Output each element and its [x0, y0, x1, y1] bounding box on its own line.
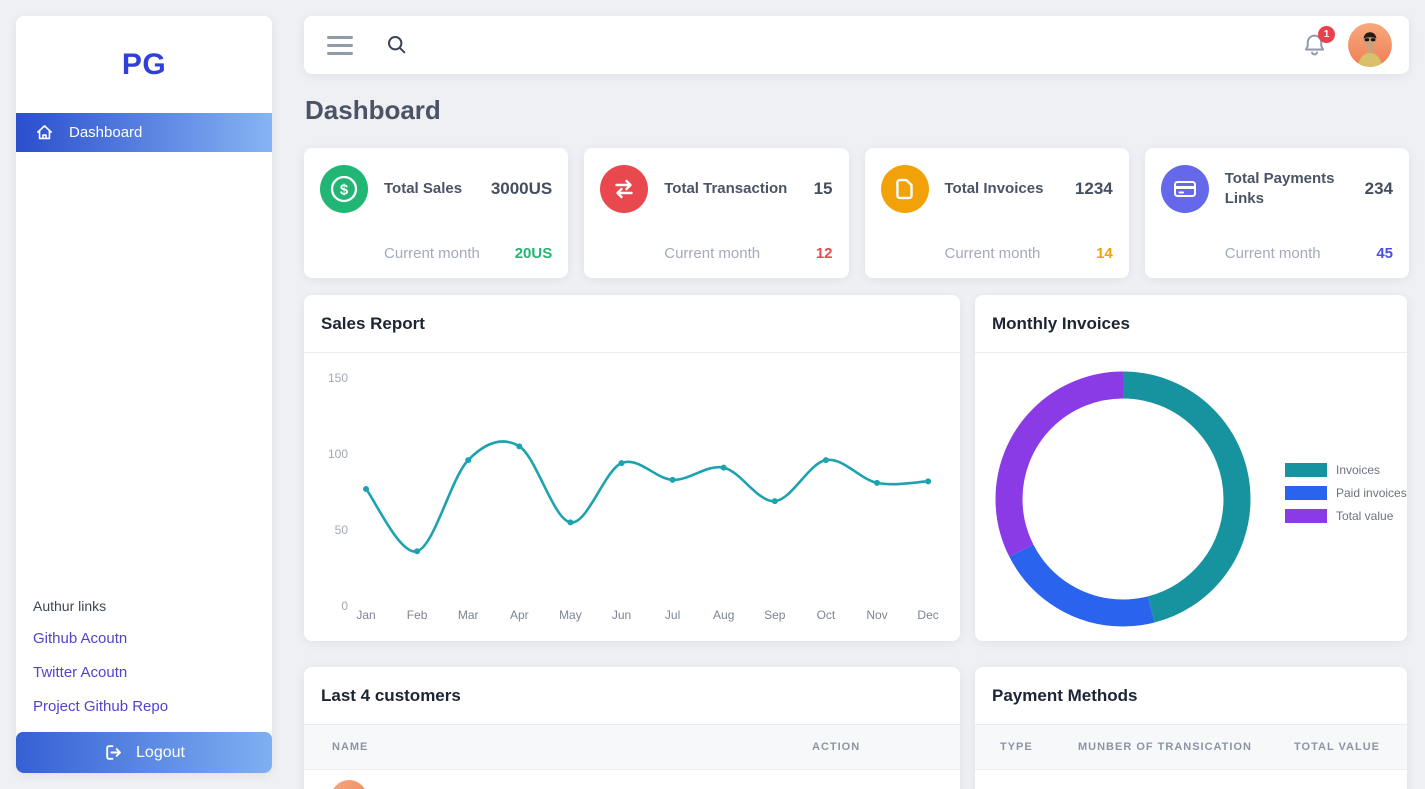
svg-text:Nov: Nov	[866, 608, 887, 622]
notifications-button[interactable]: 1	[1301, 25, 1335, 59]
svg-text:50: 50	[335, 523, 349, 537]
stat-sub-value: 45	[1376, 245, 1393, 262]
stat-sub-label: Current month	[384, 245, 480, 262]
monthly-invoices-title: Monthly Invoices	[975, 295, 1407, 353]
stat-sub-value: 14	[1096, 245, 1113, 262]
legend-label: Invoices	[1336, 463, 1381, 477]
stat-value: 1234	[1074, 179, 1113, 198]
svg-text:May: May	[559, 608, 582, 622]
credit-card-icon	[1160, 165, 1209, 213]
stat-title: Total Payments Links	[1224, 169, 1335, 207]
legend-item-invoices[interactable]: Invoices	[1285, 463, 1407, 477]
twitter-account-link[interactable]: Twitter Acoutn	[33, 664, 128, 681]
app-logo: PG	[121, 47, 167, 81]
topbar-actions: 1	[1301, 23, 1409, 67]
donut-legend: Invoices Paid invoices Total value	[1285, 463, 1407, 523]
svg-text:$: $	[340, 182, 349, 199]
table-row[interactable]: Jane Doe	[304, 770, 960, 789]
legend-item-total-value[interactable]: Total value	[1285, 509, 1407, 523]
legend-swatch	[1285, 509, 1327, 523]
svg-text:Jun: Jun	[612, 608, 631, 622]
sales-report-panel: Sales Report 0 50 100 150 Jan Feb Mar Apr May Jun…	[304, 295, 960, 641]
stat-card-total-transaction: Total Transaction 15 Current month 12	[584, 148, 849, 278]
svg-text:Aug: Aug	[713, 608, 734, 622]
github-account-link[interactable]: Github Acoutn	[33, 630, 128, 647]
search-icon[interactable]	[386, 34, 408, 56]
svg-text:0: 0	[341, 599, 348, 613]
stat-card-total-invoices: Total Invoices 1234 Current month 14	[864, 148, 1129, 278]
stat-sub-label: Current month	[664, 245, 761, 262]
sidebar-item-dashboard[interactable]: Dashboard	[16, 113, 272, 152]
payment-methods-panel: Payment Methods TYPE MUNBER OF TRANSICAT…	[975, 667, 1407, 789]
sales-line-chart: 0 50 100 150 Jan Feb Mar Apr May Jun Jul Aug Sep Oct N…	[328, 371, 939, 622]
author-links-title: Authur links	[33, 598, 107, 614]
column-header-action: ACTION	[812, 741, 861, 753]
column-header-total-value: TOTAL VALUE	[1294, 741, 1380, 753]
svg-text:Sep: Sep	[764, 608, 786, 622]
stat-title: Total Invoices	[944, 179, 1044, 197]
customer-avatar	[331, 780, 367, 789]
logout-icon	[103, 742, 124, 763]
page-title: Dashboard	[305, 95, 441, 125]
menu-toggle-icon[interactable]	[327, 35, 353, 55]
sidebar: PG Dashboard Authur links Github Acoutn …	[16, 16, 272, 773]
dollar-circle-icon: $	[320, 165, 368, 213]
stat-sub-value: 20US	[514, 245, 553, 262]
legend-swatch	[1285, 463, 1327, 477]
payments-table-header: TYPE MUNBER OF TRANSICATION TOTAL VALUE	[975, 725, 1407, 770]
stat-sub-label: Current month	[944, 245, 1041, 262]
user-avatar[interactable]	[1348, 23, 1392, 67]
column-header-type: TYPE	[1000, 741, 1033, 753]
svg-text:100: 100	[328, 447, 348, 461]
stat-card-total-sales: $ Total Sales 3000US Current month 20US	[304, 148, 569, 278]
stat-card-total-payment-links: Total Payments Links 234 Current month 4…	[1144, 148, 1409, 278]
stat-sub-label: Current month	[1224, 245, 1321, 262]
legend-label: Paid invoices	[1336, 486, 1407, 500]
notification-badge: 1	[1318, 25, 1335, 43]
column-header-name: NAME	[332, 741, 369, 753]
last-customers-panel: Last 4 customers NAME ACTION Jane Doe	[304, 667, 960, 789]
stat-cards-row: $ Total Sales 3000US Current month 20US	[304, 148, 1409, 278]
stat-value: 15	[813, 179, 833, 198]
svg-text:150: 150	[328, 371, 348, 385]
project-repo-link[interactable]: Project Github Repo	[33, 698, 169, 715]
stat-value: 234	[1364, 179, 1393, 198]
sidebar-item-label: Dashboard	[69, 124, 143, 141]
svg-text:Feb: Feb	[407, 608, 428, 622]
customers-table-header: NAME ACTION	[304, 725, 960, 770]
home-icon	[35, 123, 54, 142]
legend-swatch	[1285, 486, 1327, 500]
last-customers-title: Last 4 customers	[304, 667, 960, 725]
svg-text:Apr: Apr	[510, 608, 529, 622]
sales-report-title: Sales Report	[304, 295, 960, 353]
svg-text:Jul: Jul	[665, 608, 680, 622]
svg-text:Dec: Dec	[917, 608, 938, 622]
sidebar-author-links: Authur links Github Acoutn Twitter Acout…	[16, 598, 272, 732]
svg-text:Mar: Mar	[458, 608, 479, 622]
invoices-donut-chart	[995, 371, 1251, 627]
stat-value: 3000US	[490, 179, 553, 198]
topbar: 1	[304, 16, 1409, 74]
stat-title: Total Sales	[384, 179, 463, 197]
logout-button[interactable]: Logout	[16, 732, 272, 773]
stat-title: Total Transaction	[664, 179, 788, 197]
payment-methods-title: Payment Methods	[975, 667, 1407, 725]
document-icon	[880, 165, 929, 213]
svg-text:Jan: Jan	[356, 608, 375, 622]
legend-label: Total value	[1336, 509, 1394, 523]
svg-text:Oct: Oct	[817, 608, 836, 622]
column-header-number-of-transactions: MUNBER OF TRANSICATION	[1078, 741, 1252, 753]
monthly-invoices-panel: Monthly Invoices Invoices Paid invoices …	[975, 295, 1407, 641]
legend-item-paid-invoices[interactable]: Paid invoices	[1285, 486, 1407, 500]
transfer-arrows-icon	[600, 165, 649, 213]
stat-sub-value: 12	[815, 245, 833, 262]
logout-label: Logout	[136, 743, 185, 761]
